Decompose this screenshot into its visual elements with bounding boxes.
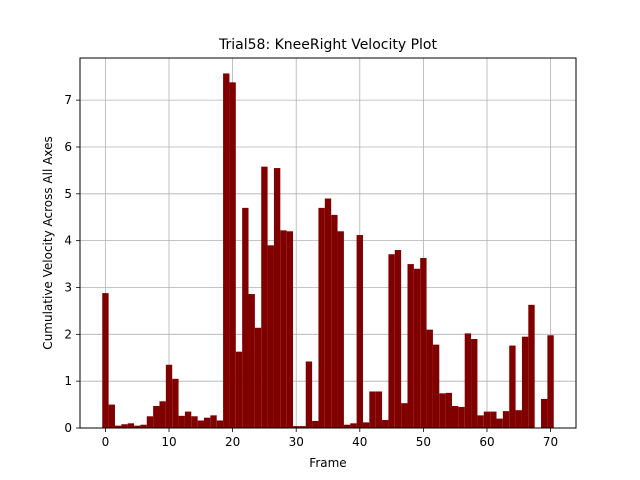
bar-frame-31 [299, 426, 306, 428]
bar-frame-69 [541, 398, 548, 428]
x-tick-label: 60 [479, 435, 494, 449]
bar-frame-18 [216, 420, 224, 428]
bar-frame-63 [502, 411, 510, 428]
bar-frame-61 [490, 411, 497, 428]
bar-frame-37 [337, 231, 344, 428]
bar-frame-8 [153, 405, 160, 428]
bar-frame-46 [394, 250, 402, 428]
bar-frame-67 [528, 304, 535, 428]
bar-frame-32 [305, 361, 313, 428]
x-tick-label: 30 [289, 435, 304, 449]
bar-frame-14 [191, 416, 198, 428]
bar-frame-33 [312, 420, 319, 428]
x-axis-label: Frame [309, 456, 346, 470]
bar-frame-70 [547, 335, 554, 428]
bar-frame-3 [121, 424, 128, 428]
bar-frame-52 [432, 344, 440, 428]
bar-frame-57 [464, 333, 472, 428]
bar-frame-38 [343, 424, 351, 428]
bar-frame-29 [286, 231, 294, 428]
bar-frame-9 [159, 401, 166, 428]
bar-frame-20 [229, 82, 236, 428]
x-tick-label: 20 [225, 435, 240, 449]
bar-frame-60 [483, 411, 491, 428]
bar-frame-43 [375, 391, 383, 428]
bar-frame-44 [382, 420, 389, 428]
bar-frame-62 [496, 418, 503, 428]
chart-title: Trial58: KneeRight Velocity Plot [218, 37, 437, 53]
bar-frame-22 [242, 207, 249, 428]
y-tick-label: 7 [64, 93, 72, 107]
bar-frame-23 [248, 294, 255, 428]
bar-frame-2 [114, 425, 122, 428]
bar-frame-21 [235, 351, 243, 428]
bar-frame-26 [267, 245, 274, 428]
axis-ticks: 0 10 20 30 40 50 60 70 0 1 2 3 4 5 6 7 [64, 93, 558, 449]
y-tick-label: 1 [64, 374, 72, 388]
plot-frame [79, 57, 577, 429]
bar-frame-11 [172, 378, 179, 428]
y-tick-label: 3 [64, 280, 72, 294]
y-tick-label: 0 [64, 421, 72, 435]
bar-frame-66 [521, 336, 529, 428]
bar-frame-41 [362, 422, 370, 428]
bar-frame-15 [197, 420, 204, 428]
bar-frame-1 [108, 404, 115, 428]
bar-frame-47 [401, 403, 408, 428]
bar-frame-24 [254, 327, 262, 428]
bar-frame-30 [293, 426, 300, 428]
bar-frame-10 [165, 364, 173, 428]
bar-frame-13 [184, 411, 192, 428]
bar-frame-25 [261, 166, 268, 428]
bar-frame-34 [318, 207, 325, 428]
bar-frame-55 [452, 405, 459, 428]
bar-frame-7 [146, 416, 154, 428]
y-axis-label: Cumulative Velocity Across All Axes [41, 136, 55, 349]
bar-frame-39 [350, 423, 357, 428]
bar-frame-56 [458, 406, 465, 428]
bars [102, 73, 554, 429]
y-tick-label: 2 [64, 327, 72, 341]
bar-frame-27 [273, 168, 281, 428]
bar-frame-17 [210, 415, 217, 428]
bar-frame-40 [356, 235, 363, 428]
bar-frame-58 [471, 339, 478, 428]
x-tick-label: 0 [102, 435, 110, 449]
y-tick-label: 4 [64, 234, 72, 248]
bar-frame-16 [204, 417, 211, 428]
y-tick-label: 5 [64, 187, 72, 201]
bar-frame-51 [426, 329, 433, 428]
bar-frame-35 [324, 198, 332, 428]
bar-frame-50 [420, 257, 427, 428]
bar-frame-45 [388, 254, 395, 428]
bar-frame-53 [439, 393, 446, 428]
bar-frame-54 [445, 392, 452, 428]
bar-frame-0 [102, 293, 109, 428]
bar-frame-5 [134, 425, 141, 428]
bar-frame-49 [413, 268, 421, 428]
bar-frame-6 [140, 424, 147, 428]
bar-frame-65 [515, 410, 522, 428]
x-tick-label: 10 [161, 435, 176, 449]
bar-frame-36 [331, 214, 338, 428]
bar-frame-59 [477, 415, 484, 428]
x-tick-label: 40 [352, 435, 367, 449]
x-tick-label: 70 [543, 435, 558, 449]
bar-frame-48 [407, 264, 414, 428]
bar-frame-4 [127, 423, 135, 428]
bar-frame-19 [223, 73, 230, 429]
bar-frame-64 [509, 345, 516, 428]
y-tick-label: 6 [64, 140, 72, 154]
x-tick-label: 50 [416, 435, 431, 449]
bar-frame-28 [280, 230, 287, 428]
bar-frame-12 [178, 415, 185, 428]
bar-frame-42 [369, 391, 376, 428]
